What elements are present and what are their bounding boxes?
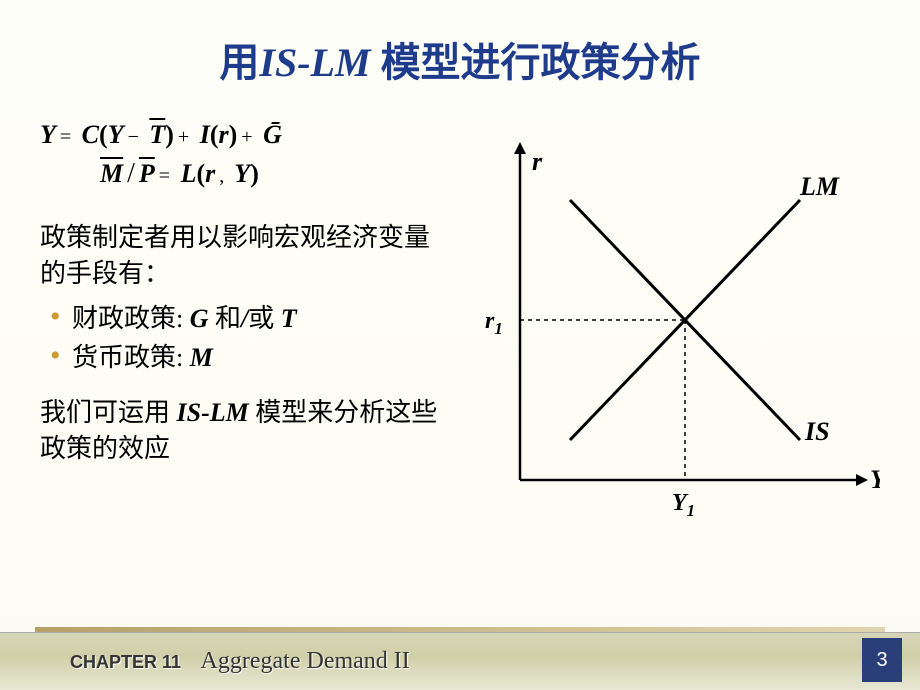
page-number: 3: [862, 638, 902, 682]
islm-chart: r Y LM IS r1 Y1: [460, 140, 880, 520]
svg-text:Y: Y: [870, 465, 880, 494]
chapter-subtitle: Aggregate Demand II: [201, 648, 410, 674]
title-post: 模型进行政策分析: [371, 40, 701, 85]
svg-text:Y1: Y1: [672, 490, 695, 520]
outro-text: 我们可运用 IS-LM 模型来分析这些政策的效应: [40, 395, 440, 468]
svg-text:LM: LM: [799, 172, 840, 201]
svg-text:r: r: [532, 147, 543, 176]
chart-svg: r Y LM IS r1 Y1: [460, 140, 880, 520]
content-left: Y= C(Y− T)+ I(r)+ Ḡ M/P= L(r, Y) 政策制定者用以…: [40, 120, 440, 474]
equation-is: Y= C(Y− T)+ I(r)+ Ḡ: [40, 120, 440, 150]
svg-text:r1: r1: [485, 308, 503, 338]
title-pre: 用: [219, 40, 259, 85]
slide-title: 用IS-LM 模型进行政策分析: [0, 0, 920, 88]
footer-text: CHAPTER 11 Aggregate Demand II: [70, 648, 410, 675]
bullet-item: 财政政策: G 和/或 T: [50, 299, 440, 338]
bullet-list: 财政政策: G 和/或 T货币政策: M: [50, 299, 440, 377]
svg-text:IS: IS: [804, 417, 830, 446]
body-text: 政策制定者用以影响宏观经济变量的手段有： 财政政策: G 和/或 T货币政策: …: [40, 220, 440, 468]
chapter-label: CHAPTER 11: [70, 652, 181, 672]
title-ital: IS-LM: [259, 40, 370, 85]
footer: CHAPTER 11 Aggregate Demand II 3: [0, 632, 920, 690]
equation-lm: M/P= L(r, Y): [100, 158, 440, 190]
intro-text: 政策制定者用以影响宏观经济变量的手段有：: [40, 220, 440, 293]
bullet-item: 货币政策: M: [50, 338, 440, 377]
slide: 用IS-LM 模型进行政策分析 Y= C(Y− T)+ I(r)+ Ḡ M/P=…: [0, 0, 920, 690]
